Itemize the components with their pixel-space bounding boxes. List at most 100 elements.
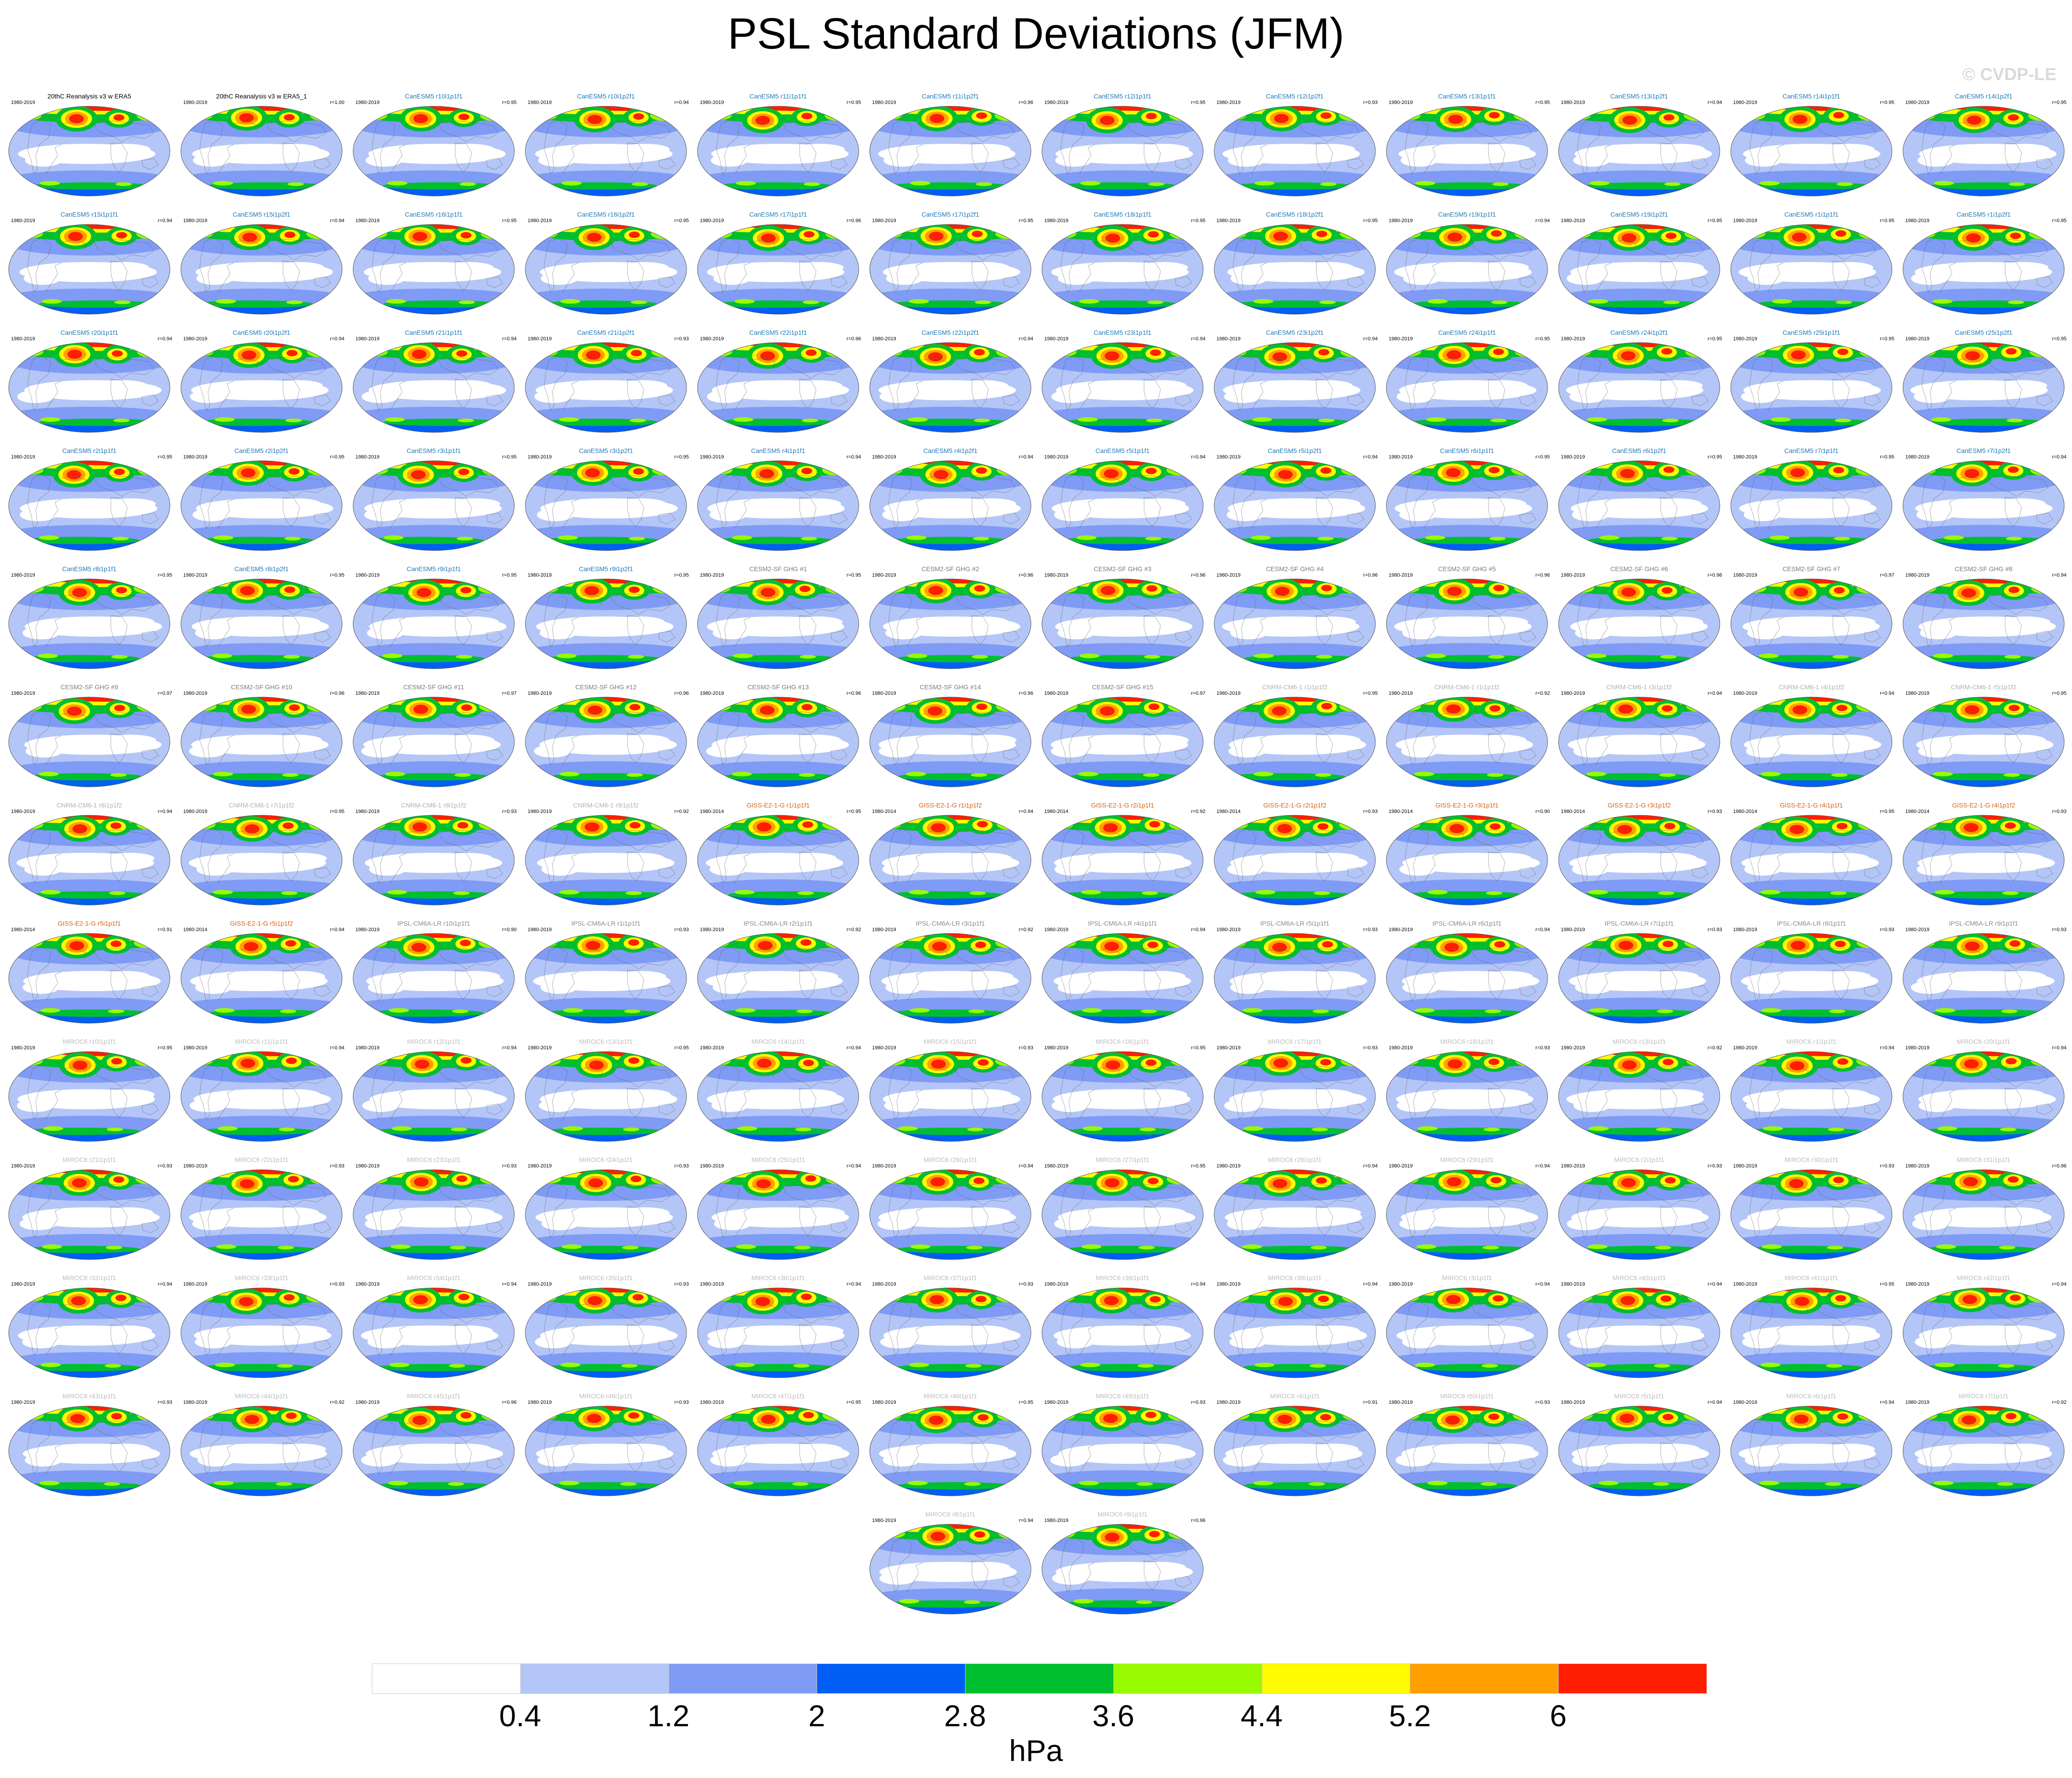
psl-stddev-map — [1041, 342, 1204, 433]
map-panel: CanESM5 r10i1p1f1 1980-2019 r=0.95 — [349, 93, 518, 200]
map-panel: CESM2-SF GHG #14 1980-2019 r=0.96 — [866, 683, 1035, 791]
panel-title: MIROC6 r40i1p1f1 — [1612, 1274, 1666, 1282]
map-panel: CESM2-SF GHG #6 1980-2019 r=0.96 — [1554, 565, 1724, 672]
panel-pattern-correlation: r=0.94 — [502, 1282, 517, 1287]
map-panel: CanESM5 r14i1p2f1 1980-2019 r=0.95 — [1899, 93, 2068, 200]
psl-stddev-map — [8, 697, 170, 787]
panel-pattern-correlation: r=0.95 — [674, 454, 689, 460]
map-panel: CanESM5 r9i1p2f1 1980-2019 r=0.95 — [521, 565, 691, 672]
panel-years: 1980-2019 — [1044, 218, 1069, 224]
psl-stddev-map — [869, 1287, 1031, 1378]
panel-years: 1980-2019 — [183, 1282, 207, 1287]
panel-pattern-correlation: r=0.95 — [1191, 100, 1206, 105]
panel-pattern-correlation: r=0.95 — [1535, 336, 1550, 342]
map-panel: CNRM-CM6-1 r9i1p1f2 1980-2019 r=0.92 — [521, 802, 691, 909]
panel-pattern-correlation: r=1.00 — [330, 100, 345, 105]
panel-pattern-correlation: r=0.92 — [1535, 691, 1550, 696]
psl-stddev-map — [1903, 1169, 2065, 1260]
panel-title: MIROC6 r34i1p1f1 — [407, 1274, 461, 1282]
map-panel: MIROC6 r47i1p1f1 1980-2019 r=0.95 — [693, 1392, 863, 1500]
psl-stddev-map — [353, 1406, 515, 1496]
panel-title: CanESM5 r19i1p2f1 — [1610, 211, 1669, 218]
panel-title: CanESM5 r21i1p1f1 — [404, 329, 463, 336]
psl-stddev-map — [353, 342, 515, 433]
map-panel: CanESM5 r5i1p1f1 1980-2019 r=0.94 — [1038, 447, 1207, 554]
map-panel: CanESM5 r6i1p2f1 1980-2019 r=0.95 — [1554, 447, 1724, 554]
panel-title: MIROC6 r18i1p1f1 — [1440, 1038, 1494, 1045]
psl-stddev-map — [8, 224, 170, 315]
map-panel: MIROC6 r31i1p1f1 1980-2019 r=0.96 — [1899, 1156, 2068, 1263]
map-panel: MIROC6 r38i1p1f1 1980-2019 r=0.94 — [1038, 1274, 1207, 1381]
panel-years: 1980-2014 — [1389, 809, 1413, 814]
panel-title: CanESM5 r15i1p2f1 — [232, 211, 291, 218]
map-panel: CanESM5 r12i1p1f1 1980-2019 r=0.95 — [1038, 93, 1207, 200]
panel-title: CanESM5 r21i1p2f1 — [577, 329, 635, 336]
psl-stddev-map — [8, 460, 170, 551]
panel-title: MIROC6 r25i1p1f1 — [751, 1156, 805, 1163]
panel-pattern-correlation: r=0.93 — [1880, 1163, 1895, 1169]
panel-title: CanESM5 r12i1p1f1 — [1093, 93, 1152, 100]
panel-years: 1980-2019 — [1733, 573, 1757, 578]
map-panel: MIROC6 r16i1p1f1 1980-2019 r=0.95 — [1038, 1038, 1207, 1145]
panel-title: MIROC6 r33i1p1f1 — [234, 1274, 289, 1282]
map-panel: CanESM5 r15i1p1f1 1980-2019 r=0.94 — [5, 211, 174, 318]
panel-years: 1980-2019 — [1733, 218, 1757, 224]
map-panel: CNRM-CM6-1 r6i1p1f2 1980-2019 r=0.94 — [5, 802, 174, 909]
psl-stddev-map — [525, 106, 687, 196]
panel-title: CanESM5 r20i1p1f1 — [60, 329, 119, 336]
panel-title: IPSL-CM6A-LR r5i1p1f1 — [1260, 920, 1330, 927]
panel-years: 1980-2019 — [1733, 1045, 1757, 1051]
psl-stddev-map — [869, 697, 1031, 787]
map-panel: MIROC6 r6i1p1f1 1980-2019 r=0.94 — [1727, 1392, 1896, 1500]
panel-years: 1980-2019 — [183, 336, 207, 342]
map-panel: 20thC Reanalysis v3 w ERA5 1980-2019 — [5, 93, 174, 200]
panel-title: CanESM5 r10i1p2f1 — [577, 93, 635, 100]
panel-title: CNRM-CM6-1 r1i1p1f2 — [1262, 683, 1328, 691]
map-panel: CanESM5 r16i1p2f1 1980-2019 r=0.95 — [521, 211, 691, 318]
psl-stddev-map — [353, 815, 515, 905]
map-panel: CanESM5 r22i1p1f1 1980-2019 r=0.96 — [693, 329, 863, 436]
panel-title: CanESM5 r10i1p1f1 — [404, 93, 463, 100]
panel-years: 1980-2019 — [11, 809, 35, 814]
panel-pattern-correlation: r=0.96 — [1019, 573, 1034, 578]
panel-title: CanESM5 r11i1p1f1 — [749, 93, 807, 100]
panel-pattern-correlation: r=0.96 — [1191, 1518, 1206, 1523]
map-panel: CanESM5 r16i1p1f1 1980-2019 r=0.95 — [349, 211, 518, 318]
panel-years: 1980-2019 — [1389, 336, 1413, 342]
psl-stddev-map — [1214, 697, 1376, 787]
map-panel: IPSL-CM6A-LR r2i1p1f1 1980-2019 r=0.92 — [693, 920, 863, 1027]
map-panel: CanESM5 r2i1p2f1 1980-2019 r=0.95 — [177, 447, 346, 554]
panel-title: MIROC6 r8i1p1f1 — [925, 1511, 976, 1518]
panel-years: 1980-2019 — [1216, 1400, 1241, 1405]
panel-pattern-correlation: r=0.92 — [2052, 1400, 2067, 1405]
psl-stddev-map — [1041, 1524, 1204, 1614]
psl-stddev-map — [1386, 933, 1548, 1024]
panel-pattern-correlation: r=0.94 — [330, 218, 345, 224]
panel-years: 1980-2019 — [183, 1400, 207, 1405]
panel-years: 1980-2019 — [1044, 1400, 1069, 1405]
panel-years: 1980-2019 — [1733, 927, 1757, 933]
panel-years: 1980-2019 — [1216, 691, 1241, 696]
psl-stddev-map — [353, 1169, 515, 1260]
panel-title: MIROC6 r44i1p1f1 — [234, 1392, 289, 1400]
panel-pattern-correlation: r=0.95 — [330, 573, 345, 578]
psl-stddev-map — [1214, 933, 1376, 1024]
psl-stddev-map — [1214, 815, 1376, 905]
panel-pattern-correlation: r=0.94 — [2052, 454, 2067, 460]
psl-stddev-map — [1558, 815, 1720, 905]
panel-years: 1980-2019 — [528, 927, 552, 933]
panel-pattern-correlation: r=0.94 — [1019, 1518, 1034, 1523]
panel-title: IPSL-CM6A-LR r6i1p1f1 — [1432, 920, 1502, 927]
psl-stddev-map — [1041, 1406, 1204, 1496]
psl-stddev-map — [525, 578, 687, 669]
panel-years: 1980-2014 — [1216, 809, 1241, 814]
psl-stddev-map — [1386, 1051, 1548, 1142]
panel-title: CanESM5 r25i1p2f1 — [1954, 329, 2013, 336]
map-panel: GISS-E2-1-G r1i1p1f2 1980-2014 r=0.94 — [866, 802, 1035, 909]
map-panel: CanESM5 r8i1p1f1 1980-2019 r=0.95 — [5, 565, 174, 672]
panel-pattern-correlation: r=0.94 — [1880, 691, 1895, 696]
panel-years: 1980-2019 — [11, 1400, 35, 1405]
panel-years: 1980-2014 — [183, 927, 207, 933]
panel-years: 1980-2019 — [1389, 100, 1413, 105]
map-panel: MIROC6 r22i1p1f1 1980-2019 r=0.93 — [177, 1156, 346, 1263]
